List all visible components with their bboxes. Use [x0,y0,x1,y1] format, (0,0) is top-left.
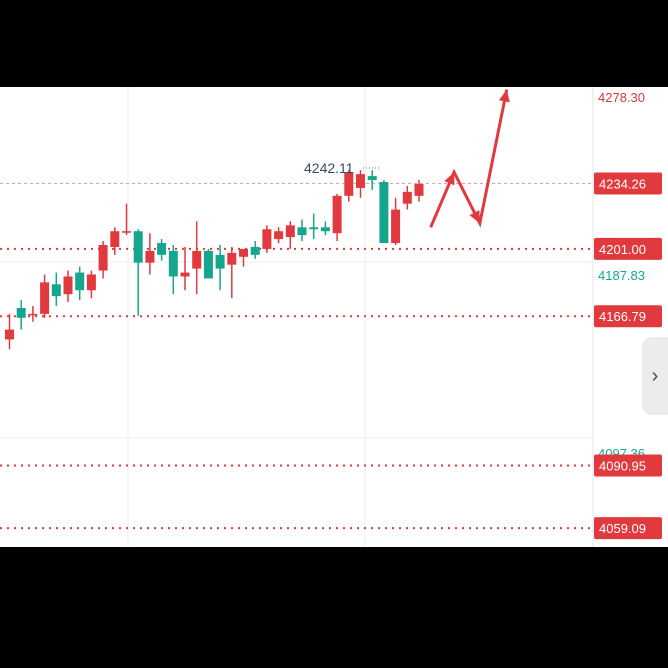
candle-body [180,272,190,277]
candle-body [86,274,96,291]
candle-body [5,329,14,340]
candle-body [227,252,237,265]
projection-arrow-path [429,89,509,228]
chevron-right-icon: › [651,365,659,387]
level-price-badge-bg [594,454,662,477]
candle-body [250,246,260,255]
current-price-badge-bg [594,172,662,195]
level-price-badge: 4059.09 [599,521,646,536]
y-tick-label: 4278.30 [598,90,645,105]
level-price-badge-bg [594,305,662,328]
candle-body [402,191,412,204]
candle-body [98,244,108,271]
candle-body [285,225,295,238]
candle-body [274,231,284,240]
candle-body [297,227,307,236]
level-price-badge-bg [594,237,662,260]
projection-arrow-head [498,89,510,103]
candle-body [110,231,120,247]
projection-arrow-head [469,210,480,224]
high-price-label: 4242.11 [304,160,354,176]
candle-body [145,250,155,263]
candle-body [239,248,248,257]
level-price-badge-bg [594,517,662,540]
candle-body [320,227,330,232]
candle-body [391,209,401,244]
candle-body [414,183,424,196]
candle-body [75,272,85,291]
candle-body [215,254,225,269]
candle-body [157,243,167,255]
level-price-badge: 4166.79 [599,309,646,324]
y-tick-label: 4187.83 [598,268,645,283]
candle-body [133,231,143,263]
scroll-right-button[interactable]: › [642,337,668,415]
candlestick-chart: 4278.304187.834097.364242.114234.264201.… [0,87,662,547]
candle-body [309,227,319,230]
level-price-badge: 4201.00 [599,242,646,257]
current-price-badge: 4234.26 [599,176,646,191]
candle-body [51,284,61,297]
candle-body [356,174,365,188]
level-price-badge: 4090.95 [599,458,646,473]
candle-body [16,307,26,318]
candle-body [122,231,131,233]
candle-body [28,313,38,316]
candle-body [344,172,354,196]
candle-body [203,250,213,279]
candle-body [332,195,342,234]
candle-body [168,250,178,277]
chart-panel: 4278.30 4187.83 4097.36 4242.11 4234.26 4201.… [0,87,668,547]
candle-body [63,276,73,295]
candle-body [40,282,50,314]
candle-body [367,176,377,181]
candle-body [192,250,202,269]
projection-arrow-head [444,172,455,186]
candle-body [379,182,389,244]
candle-body [262,229,272,249]
